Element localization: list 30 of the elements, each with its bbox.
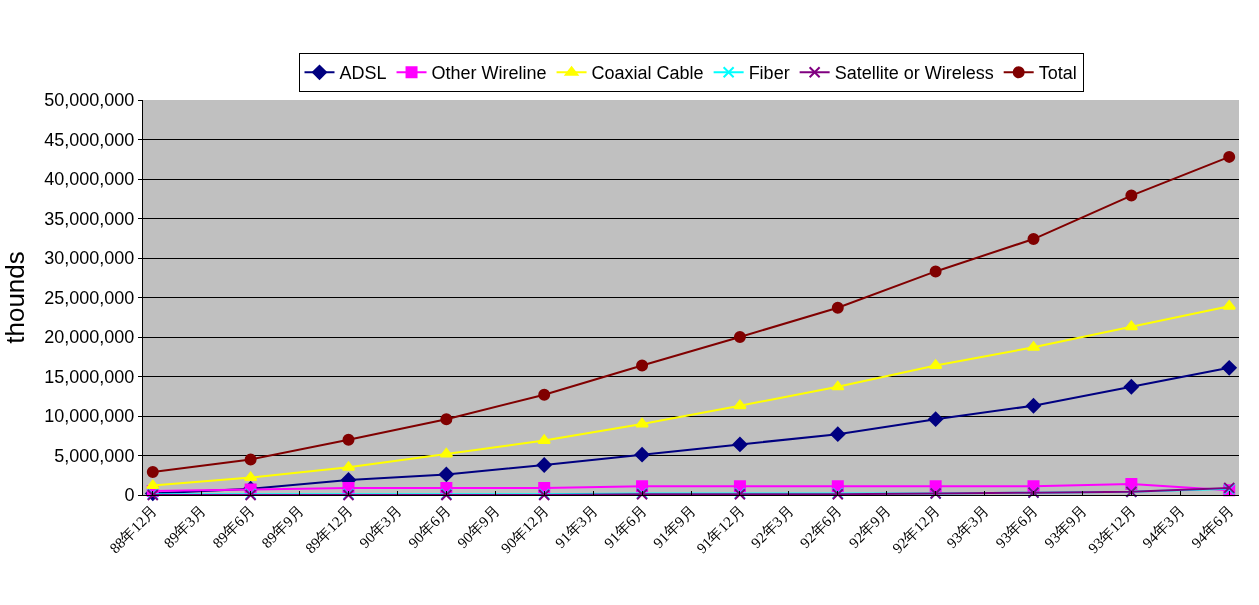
y-tick-label: 5,000,000 <box>54 445 135 466</box>
y-tick-label: 40,000,000 <box>44 169 135 190</box>
legend-label: Satellite or Wireless <box>834 63 994 84</box>
y-tick-label: 15,000,000 <box>44 366 135 387</box>
y-tick-label: 35,000,000 <box>44 208 135 229</box>
x-tick-label: 89年6月 <box>209 502 259 552</box>
y-tick-label: 30,000,000 <box>44 248 135 269</box>
x-tick-label: 94年3月 <box>1139 502 1188 552</box>
x-tick-label: 90年3月 <box>356 502 405 552</box>
legend-label: Fiber <box>748 63 790 84</box>
legend-label: ADSL <box>339 63 387 84</box>
x-tick-label: 90年6月 <box>405 502 454 552</box>
y-tick-label: 20,000,000 <box>44 327 135 348</box>
y-tick-label: 25,000,000 <box>44 287 135 308</box>
y-tick-label: 10,000,000 <box>44 406 135 427</box>
x-tick-label: 91年6月 <box>601 502 650 552</box>
x-tick-label: 94年6月 <box>1188 502 1237 552</box>
legend-label: Coaxial Cable <box>591 63 704 84</box>
x-tick-label: 92年6月 <box>796 502 846 552</box>
x-tick-label: 92年3月 <box>747 502 797 552</box>
x-tick-label: 91年3月 <box>552 502 601 552</box>
x-tick-label: 89年3月 <box>160 502 210 552</box>
y-tick-label: 50,000,000 <box>44 90 135 111</box>
legend-label: Other Wireline <box>431 63 547 84</box>
x-tick-label: 93年3月 <box>943 502 992 552</box>
x-tick-label: 92年12月 <box>889 502 944 557</box>
x-tick-label: 93年6月 <box>992 502 1041 552</box>
y-tick-label: 45,000,000 <box>44 129 135 150</box>
y-axis-title: thounds <box>0 251 30 344</box>
legend-label: Total <box>1038 63 1077 84</box>
